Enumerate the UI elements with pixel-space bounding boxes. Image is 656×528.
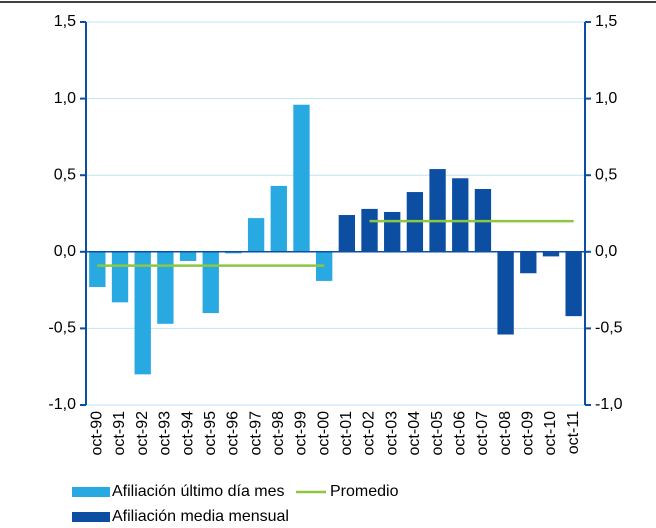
bar [270,185,287,252]
legend-label: Promedio [330,483,399,500]
x-tick-label: oct-09 [520,411,537,456]
x-tick-label: oct-06 [451,411,468,456]
x-tick-label: oct-08 [497,411,514,456]
bar [520,251,537,274]
x-tick-label: oct-95 [202,411,219,456]
legend-swatch [72,512,110,522]
x-tick-label: oct-94 [179,411,196,456]
bar [134,251,151,375]
y2-tick-label: -1,0 [595,396,623,413]
bar [111,251,129,303]
bar [542,251,560,257]
y2-tick-label: 0,0 [595,243,617,260]
y2-tick-label: 0,5 [595,166,617,183]
x-tick-label: oct-02 [361,411,378,456]
legend-label: Afiliación media mensual [112,508,289,525]
bar [225,251,242,254]
x-tick-label: oct-92 [134,411,151,456]
x-tick-label: oct-10 [542,411,559,456]
x-tick-label: oct-05 [429,411,446,456]
x-tick-label: oct-07 [474,411,491,456]
y2-tick-label: 1,0 [595,90,617,107]
bar [293,104,310,252]
x-tick-label: oct-93 [157,411,174,456]
x-tick-label: oct-90 [89,411,106,456]
bar [497,251,514,335]
y-tick-label: 0,0 [54,243,76,260]
average-line [97,219,574,267]
y2-tick-label: 1,5 [595,13,617,30]
x-tick-label: oct-01 [338,411,355,456]
y-tick-label: 0,5 [54,166,76,183]
bar [157,251,174,324]
y-tick-label: -0,5 [48,320,76,337]
bar [89,251,106,288]
bar [202,251,219,314]
bar [384,211,401,252]
y-tick-label: 1,0 [54,90,76,107]
legend-swatch [72,487,110,497]
x-tick-label: oct-11 [565,411,582,454]
x-tick-label: oct-04 [406,411,423,456]
bar [565,251,582,317]
y-tick-label: 1,5 [54,13,76,30]
x-tick-label: oct-03 [383,411,400,456]
x-tick-label: oct-00 [315,411,332,456]
y2-tick-label: -0,5 [595,320,623,337]
x-tick-label: oct-99 [293,411,310,456]
y-tick-label: -1,0 [48,396,76,413]
bar [429,169,446,252]
bar [338,215,356,252]
bar [179,251,197,261]
x-tick-label: oct-96 [225,411,242,456]
legend-label: Afiliación último día mes [112,483,285,500]
x-tick-label: oct-98 [270,411,287,456]
bar [247,218,265,252]
bar [361,208,378,252]
x-tick-label: oct-91 [111,411,128,456]
bar [452,178,469,252]
x-tick-label: oct-97 [247,411,264,456]
